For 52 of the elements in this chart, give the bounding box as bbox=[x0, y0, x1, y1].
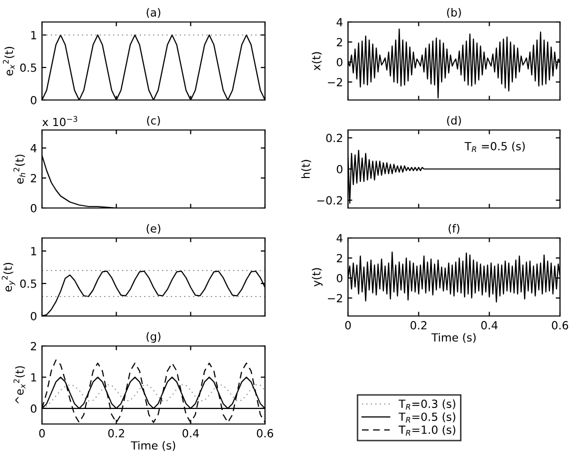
y-tick-label: 0.5 bbox=[20, 279, 36, 288]
y-tick-label: −2 bbox=[328, 78, 342, 86]
y-tick-label: 1 bbox=[31, 31, 36, 40]
x-tick-label: 0 bbox=[345, 321, 351, 330]
x-tick-label: 0.2 bbox=[410, 321, 426, 330]
x-tick-label: 0.4 bbox=[182, 429, 199, 438]
text: x 10$^{−3}$ bbox=[42, 116, 78, 126]
y-tick-label: 0.2 bbox=[326, 134, 342, 142]
y-tick-label: 4 bbox=[336, 234, 343, 242]
y-axis-title: h(t) bbox=[301, 160, 312, 178]
y-tick-label: 0 bbox=[336, 58, 342, 66]
y-tick-label: 2 bbox=[30, 174, 36, 182]
y-axis-title: ^e$_{x}$$^{2}$(t) bbox=[13, 366, 26, 404]
y-tick-label: 0 bbox=[30, 96, 36, 104]
annotation: T$_{R}$ =0.5 (s) bbox=[464, 142, 525, 152]
x-tick-label: 0.6 bbox=[256, 429, 274, 438]
y-tick-label: 2 bbox=[30, 342, 36, 350]
y-axis-title: e$_{h}$$^{2}$(t) bbox=[13, 154, 26, 184]
chart-title: (f) bbox=[448, 224, 460, 234]
x-tick-label: 0.2 bbox=[108, 429, 124, 438]
y-axis-title: y(t) bbox=[312, 268, 323, 286]
y-axis-title: x(t) bbox=[312, 52, 322, 70]
x-tick-label: 0 bbox=[39, 429, 45, 438]
y-tick-label: 0 bbox=[30, 204, 36, 212]
chart-title: (e) bbox=[146, 224, 160, 234]
y-axis-title: e$_{y}$$^{2}$(t) bbox=[2, 262, 16, 292]
x-tick-label: 0.6 bbox=[552, 321, 568, 330]
y-tick-label: 0 bbox=[336, 274, 342, 282]
x-tick-label: 0.4 bbox=[481, 321, 498, 330]
y-tick-label: −2 bbox=[328, 294, 342, 302]
y-tick-label: 2 bbox=[336, 38, 342, 46]
y-tick-label: 2 bbox=[336, 254, 342, 262]
x-axis-title: Time (s) bbox=[431, 333, 476, 343]
y-tick-label: 1 bbox=[31, 373, 36, 382]
chart-title: (c) bbox=[147, 116, 160, 126]
y-tick-label: 0.5 bbox=[20, 63, 36, 72]
y-axis-title: e$_{x}$$^{2}$(t) bbox=[2, 46, 15, 76]
y-tick-label: −0.2 bbox=[317, 196, 342, 205]
chart-title: (g) bbox=[146, 332, 160, 343]
legend-label: T$_{R}$=0.5 (s) bbox=[398, 412, 456, 423]
legend-label: T$_{R}$=1.0 (s) bbox=[398, 425, 456, 436]
legend-label: T$_{R}$=0.3 (s) bbox=[398, 399, 456, 410]
y-tick-label: 0 bbox=[30, 312, 36, 320]
chart-title: (b) bbox=[447, 8, 461, 18]
chart-title: (a) bbox=[146, 8, 160, 18]
y-tick-label: 1 bbox=[31, 247, 36, 256]
y-tick-label: 0 bbox=[30, 404, 36, 413]
y-tick-label: 4 bbox=[30, 144, 37, 152]
x-axis-title: Time (s) bbox=[130, 441, 176, 451]
chart-title: (d) bbox=[447, 116, 461, 126]
y-tick-label: 4 bbox=[336, 18, 343, 26]
y-tick-label: 0 bbox=[336, 164, 342, 174]
